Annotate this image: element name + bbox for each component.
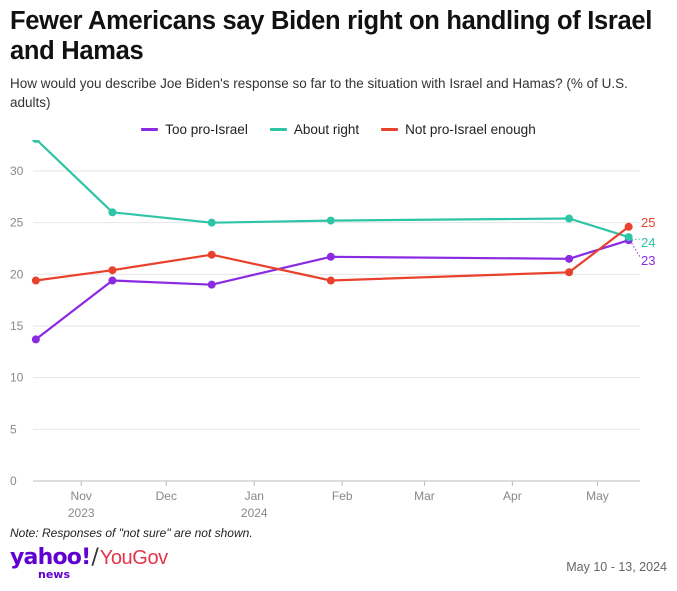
data-point-too-pro-israel-4: [565, 254, 574, 263]
legend-swatch-not-pro-israel-enough: [381, 128, 399, 131]
end-label-too-pro-israel: 23: [641, 253, 655, 268]
data-point-too-pro-israel-0: [31, 335, 40, 344]
end-label-not-pro-israel-enough: 25: [641, 215, 655, 230]
data-point-not-pro-israel-enough-0: [31, 276, 40, 285]
news-wordmark: news: [38, 568, 71, 581]
end-leader-too-pro-israel: [631, 242, 641, 258]
legend-item-not-pro-israel-enough: Not pro-Israel enough: [381, 122, 536, 137]
series-line-not-pro-israel-enough: [35, 225, 630, 282]
data-point-too-pro-israel-1: [108, 276, 117, 285]
data-point-too-pro-israel-2: [207, 280, 216, 289]
line-chart: 0 5 10 15 20 25 30 Nov 2023 Dec Jan 2024 Feb Mar Apr Ma…: [10, 140, 655, 520]
y-tick-label-25: 25: [10, 216, 24, 230]
x-tick-year-2024: 2024: [241, 506, 268, 520]
chart-note: Note: Responses of "not sure" are not sh…: [10, 526, 253, 540]
legend-item-too-pro-israel: Too pro-Israel: [141, 122, 248, 137]
x-tick-label-apr: Apr: [503, 489, 522, 503]
data-point-about-right-3: [326, 216, 335, 225]
data-point-too-pro-israel-3: [326, 252, 335, 261]
legend-swatch-about-right: [269, 128, 287, 131]
yahoo-yougov-logo: yahoo! news / YouGov: [10, 545, 168, 581]
x-tick-label-feb: Feb: [332, 489, 353, 503]
y-tick-label-15: 15: [10, 319, 24, 333]
data-point-about-right-4: [565, 214, 574, 223]
legend-item-about-right: About right: [269, 122, 360, 137]
y-tick-label-0: 0: [10, 474, 17, 488]
x-tick-label-nov: Nov: [71, 489, 92, 503]
chart-subtitle: How would you describe Joe Biden's respo…: [10, 76, 628, 110]
legend: Too pro-Israel About right Not pro-Israe…: [0, 122, 677, 137]
series-line-too-pro-israel: [35, 239, 630, 341]
survey-date-range: May 10 - 13, 2024: [566, 560, 667, 574]
x-tick-label-dec: Dec: [156, 489, 177, 503]
data-point-not-pro-israel-enough-5: [624, 222, 633, 231]
y-tick-label-20: 20: [10, 267, 24, 281]
data-point-about-right-0: [31, 140, 40, 143]
data-point-not-pro-israel-enough-3: [326, 276, 335, 285]
x-tick-label-mar: Mar: [414, 489, 435, 503]
chart-title: Fewer Americans say Biden right on handl…: [10, 7, 653, 65]
y-tick-label-5: 5: [10, 422, 17, 436]
x-tick-label-may: May: [586, 489, 609, 503]
data-point-about-right-1: [108, 208, 117, 217]
yahoo-wordmark: yahoo!: [10, 545, 91, 570]
end-leader-about-right: [631, 238, 641, 241]
legend-label-about-right: About right: [293, 122, 360, 137]
data-point-not-pro-israel-enough-1: [108, 266, 117, 275]
data-point-not-pro-israel-enough-4: [565, 268, 574, 277]
data-point-not-pro-israel-enough-2: [207, 250, 216, 259]
yahoo-news-logo: yahoo! news: [10, 545, 91, 581]
data-point-about-right-5: [624, 233, 633, 242]
end-label-about-right: 24: [641, 235, 655, 250]
x-tick-label-jan: Jan: [245, 489, 264, 503]
y-tick-label-30: 30: [10, 164, 24, 178]
series-line-about-right: [35, 140, 630, 239]
data-point-about-right-2: [207, 218, 216, 227]
x-tick-year-2023: 2023: [68, 506, 95, 520]
legend-label-not-pro-israel-enough: Not pro-Israel enough: [405, 122, 536, 137]
legend-label-too-pro-israel: Too pro-Israel: [165, 122, 248, 137]
y-tick-label-10: 10: [10, 371, 24, 385]
yougov-wordmark: YouGov: [99, 547, 168, 569]
legend-swatch-too-pro-israel: [141, 128, 159, 131]
logo-separator: /: [91, 545, 99, 570]
